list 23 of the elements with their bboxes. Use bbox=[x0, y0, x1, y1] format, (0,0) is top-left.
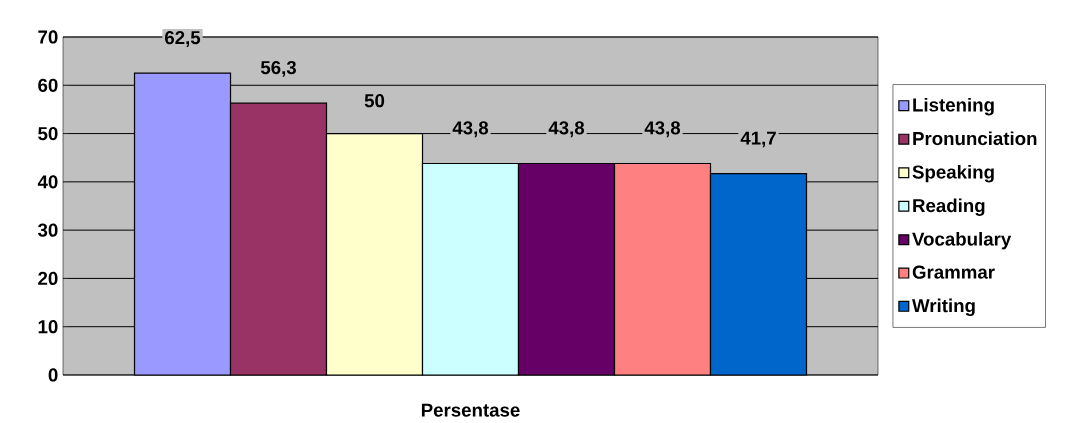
legend-label: Grammar bbox=[912, 265, 995, 279]
y-tick-label: 40 bbox=[37, 175, 58, 189]
y-tick-label: 0 bbox=[48, 368, 58, 382]
y-tick-label: 30 bbox=[37, 223, 58, 237]
legend-label: Pronunciation bbox=[913, 131, 1037, 146]
legend-label: Reading bbox=[913, 198, 985, 216]
legend-label: Vocabulary bbox=[912, 232, 1012, 250]
legend-label: Speaking bbox=[912, 164, 994, 183]
y-tick-label: 50 bbox=[38, 126, 58, 141]
y-tick-label: 10 bbox=[38, 320, 58, 334]
data-label: 43,8 bbox=[644, 121, 681, 138]
data-label: 50 bbox=[364, 94, 385, 108]
y-tick-label: 70 bbox=[38, 30, 58, 44]
legend-label: Writing bbox=[912, 298, 975, 317]
data-label: 41,7 bbox=[740, 131, 776, 148]
y-tick-label: 20 bbox=[38, 271, 58, 286]
legend-label: Listening bbox=[913, 97, 994, 116]
data-label: 62,5 bbox=[165, 31, 201, 47]
data-label: 56,3 bbox=[260, 60, 296, 77]
x-tick-label: Persentase bbox=[421, 403, 520, 417]
y-tick-label: 60 bbox=[38, 78, 58, 92]
data-label: 43,8 bbox=[548, 121, 585, 138]
data-label: 43,8 bbox=[452, 121, 489, 138]
